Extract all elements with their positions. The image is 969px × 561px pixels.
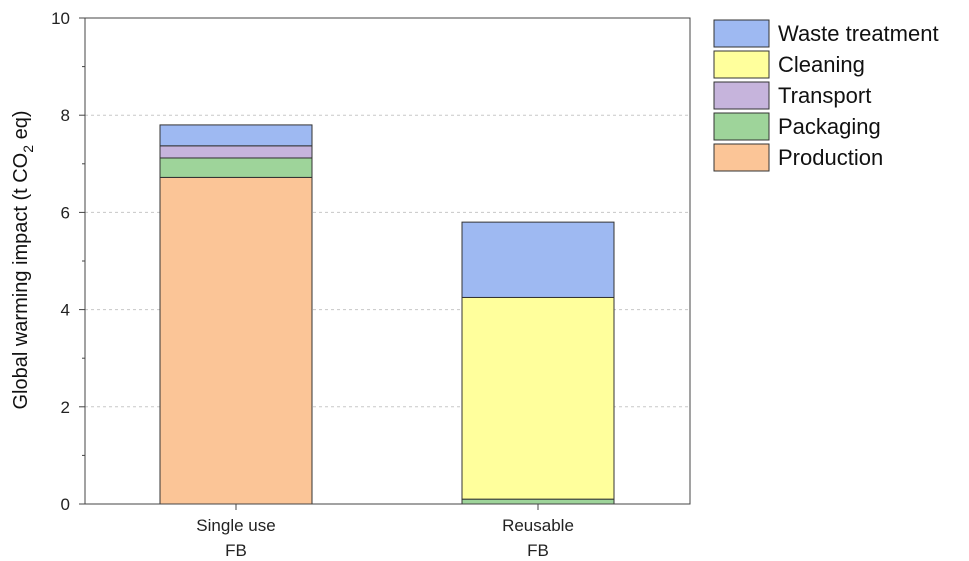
y-axis-label-prefix: Global warming impact (t CO [10,153,32,410]
legend-swatch-production [713,143,770,172]
y-tick-label: 0 [61,495,70,514]
y-tick-label: 6 [61,203,70,222]
y-tick-label: 4 [61,301,70,320]
x-tick-label: FB [225,541,247,560]
bar-segment-waste-treatment-0 [159,124,313,147]
y-axis-label-suffix: eq) [10,110,32,144]
y-axis-label-subscript: 2 [20,145,36,153]
x-tick-label: FB [527,541,549,560]
legend-label: Packaging [778,114,881,139]
legend-swatch-transport [713,81,770,110]
y-tick-label: 2 [61,398,70,417]
bar-segment-waste-treatment-1 [461,221,615,298]
bar-segment-cleaning-1 [461,296,615,500]
legend-label: Production [778,145,883,170]
legend-label: Cleaning [778,52,865,77]
legend-label: Transport [778,83,871,108]
y-tick-label: 10 [51,9,70,28]
axes: 0 2 4 6 8 10 Single use FB Reusable FB [51,9,691,560]
legend: Waste treatment Cleaning Transport Packagin… [713,19,939,172]
y-tick-label: 8 [61,106,70,125]
y-axis-label: Global warming impact (t CO2 eq) [10,110,36,409]
bar-segment-packaging-0 [159,157,313,178]
bar-segment-transport-0 [159,145,313,159]
legend-swatch-packaging [713,112,770,141]
x-tick-label: Single use [196,516,275,535]
legend-label: Waste treatment [778,21,939,46]
legend-swatch-waste-treatment [713,19,770,48]
x-tick-label: Reusable [502,516,574,535]
legend-swatch-cleaning [713,50,770,79]
bars [159,124,615,505]
bar-segment-packaging-1 [461,498,615,505]
bar-segment-production-0 [159,176,313,505]
